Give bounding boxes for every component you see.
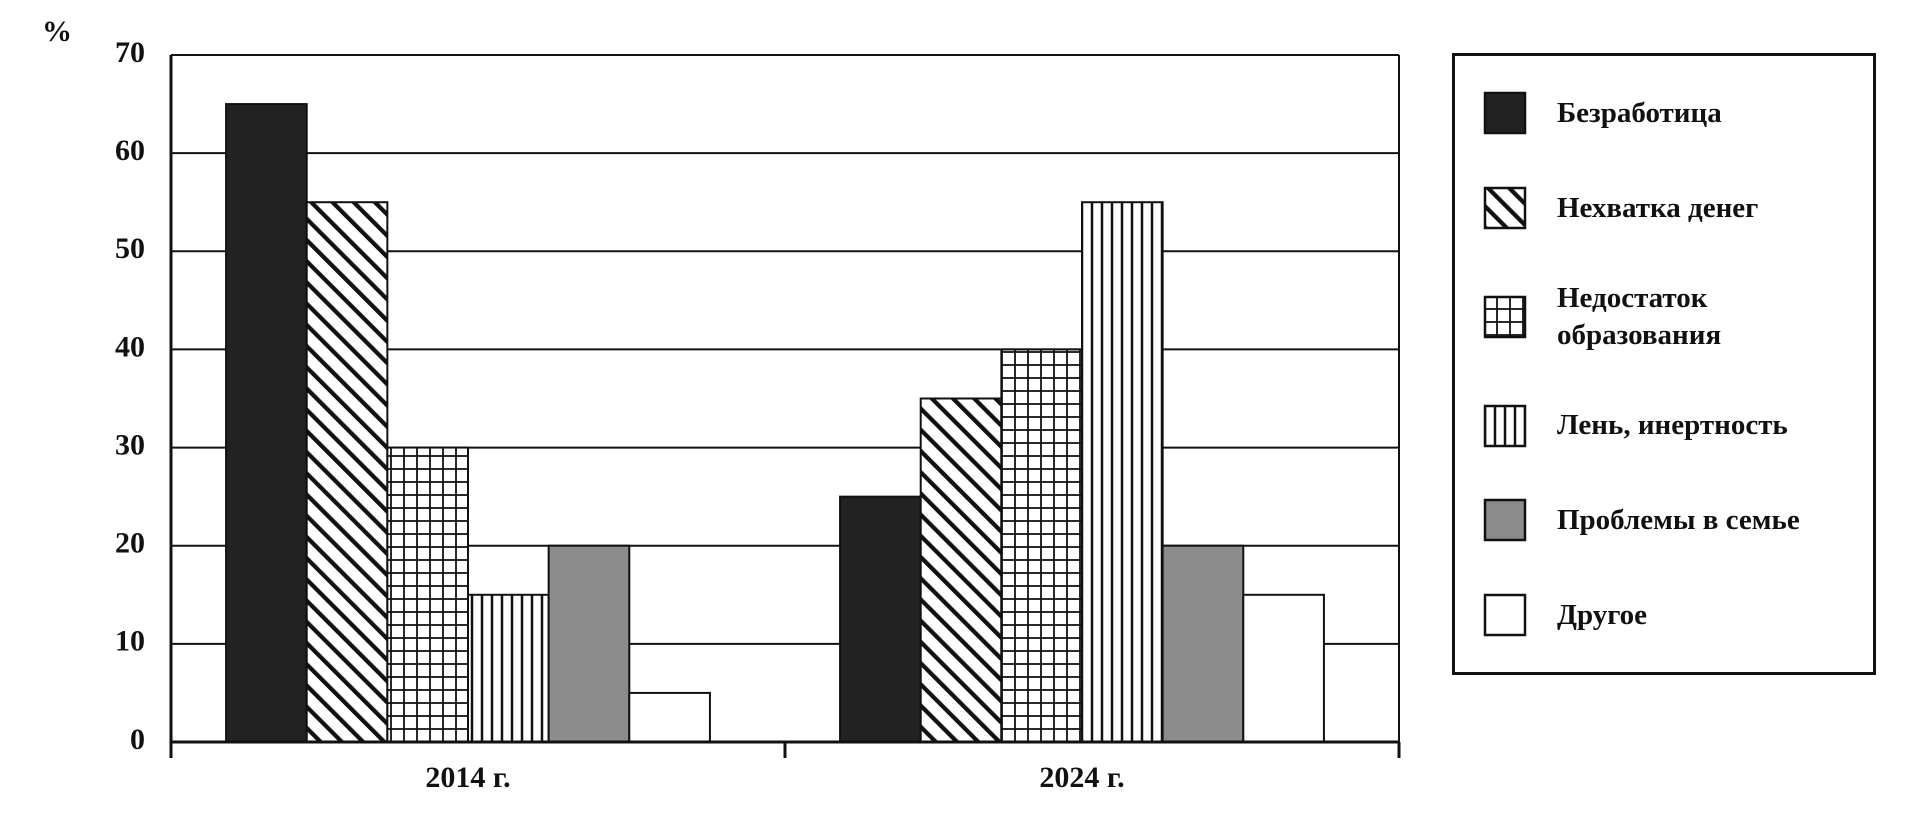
y-tick-label: 60 — [115, 134, 145, 167]
bar — [628, 691, 711, 744]
bar — [467, 593, 550, 743]
legend-label: Безработица — [1557, 97, 1722, 130]
legend-item: Лень, инертность — [1455, 404, 1873, 448]
legend-swatch-box — [1483, 498, 1527, 542]
bar — [1242, 593, 1325, 743]
y-tick-label: 20 — [115, 527, 145, 560]
bar — [1161, 544, 1245, 744]
bar — [547, 544, 631, 744]
legend-item: Другое — [1455, 593, 1873, 637]
bar — [1081, 201, 1164, 743]
legend-swatch-box — [1483, 295, 1527, 338]
y-tick-label: 50 — [115, 232, 145, 265]
legend-item: Недостаток образования — [1455, 280, 1873, 353]
legend-swatch — [1483, 593, 1527, 636]
bar — [919, 397, 1003, 743]
legend-swatch-box — [1483, 593, 1527, 636]
legend-label: Нехватка денег — [1557, 191, 1759, 224]
legend-swatch-box — [1483, 186, 1527, 230]
legend-label: Другое — [1557, 598, 1648, 631]
y-tick-label: 70 — [115, 36, 145, 69]
legend-swatch-box — [1483, 404, 1527, 447]
legend: Безработица Нехватка денег Недостаток обра… — [1452, 53, 1876, 675]
y-tick-label: 0 — [130, 723, 145, 756]
y-tick-label: 40 — [115, 330, 145, 363]
bar — [1000, 348, 1083, 743]
chart: % 0 10 20 30 40 50 60 70 2014 г. 2024 г. — [42, 15, 1401, 794]
legend-swatch — [1483, 404, 1527, 447]
x-tick-label: 2014 г. — [425, 761, 510, 794]
y-tick-label: 30 — [115, 428, 145, 461]
y-tick-label: 10 — [115, 625, 145, 658]
legend-swatch — [1483, 92, 1527, 135]
bar — [305, 201, 389, 743]
bar — [225, 103, 308, 744]
y-axis-label: % — [42, 15, 72, 48]
legend-item: Безработица — [1455, 91, 1873, 135]
legend-swatch-box — [1483, 92, 1527, 135]
legend-item: Нехватка денег — [1455, 186, 1873, 230]
bar — [386, 446, 469, 743]
x-tick-label: 2024 г. — [1039, 761, 1124, 794]
bar — [839, 495, 922, 743]
legend-swatch — [1483, 186, 1527, 230]
legend-item: Проблемы в семье — [1455, 498, 1873, 542]
legend-swatch — [1483, 498, 1527, 542]
legend-label: Лень, инертность — [1557, 409, 1788, 442]
legend-label: Проблемы в семье — [1557, 503, 1800, 536]
legend-label: Недостаток образования — [1557, 282, 1722, 351]
legend-swatch — [1483, 295, 1527, 338]
